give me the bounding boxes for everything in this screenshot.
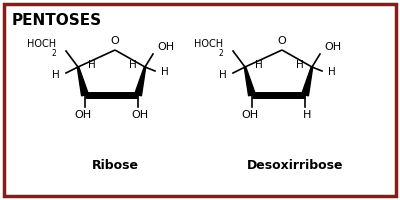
Text: Desoxirribose: Desoxirribose: [247, 159, 343, 172]
Text: PENTOSES: PENTOSES: [12, 13, 102, 28]
Text: H: H: [303, 110, 311, 120]
Text: O: O: [278, 36, 286, 46]
Text: OH: OH: [242, 110, 258, 120]
Polygon shape: [135, 67, 146, 96]
FancyBboxPatch shape: [4, 4, 396, 196]
Text: OH: OH: [157, 42, 174, 52]
Text: 2: 2: [51, 49, 56, 58]
Text: OH: OH: [132, 110, 148, 120]
Polygon shape: [244, 67, 255, 96]
Polygon shape: [77, 67, 88, 96]
Text: H: H: [219, 70, 227, 80]
Text: H: H: [52, 70, 60, 80]
Text: H: H: [328, 67, 336, 77]
Text: Ribose: Ribose: [92, 159, 138, 172]
Text: H: H: [129, 60, 137, 70]
Text: 2: 2: [218, 49, 223, 58]
Text: OH: OH: [324, 42, 341, 52]
Text: HOCH: HOCH: [194, 39, 223, 49]
Text: HOCH: HOCH: [27, 39, 56, 49]
Text: O: O: [111, 36, 119, 46]
Text: H: H: [88, 60, 96, 70]
Text: H: H: [255, 60, 263, 70]
Text: H: H: [161, 67, 169, 77]
Text: H: H: [296, 60, 304, 70]
Polygon shape: [302, 67, 313, 96]
Text: OH: OH: [74, 110, 92, 120]
